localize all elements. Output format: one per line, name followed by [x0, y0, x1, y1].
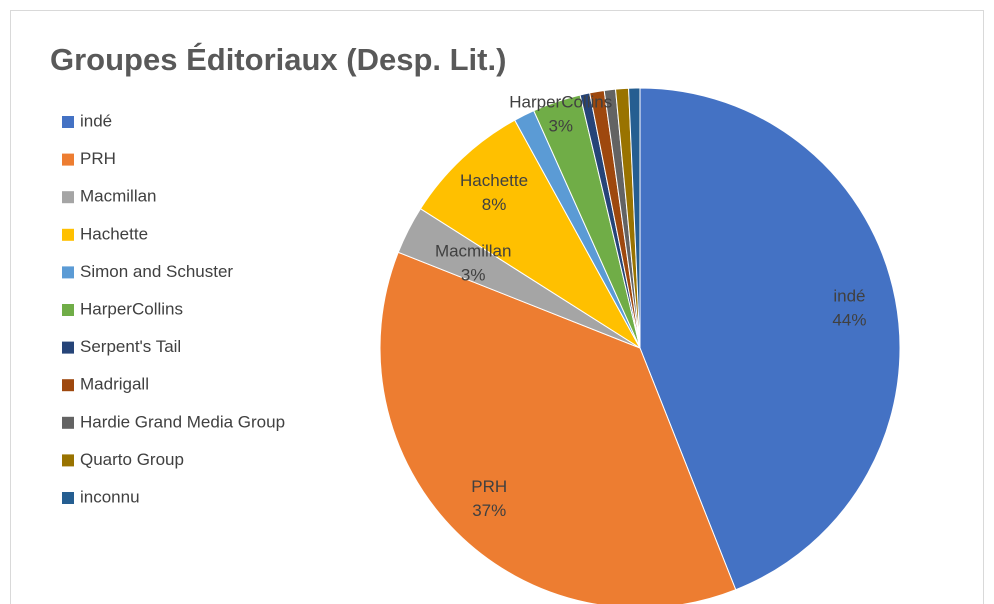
- data-label: 44%: [832, 311, 866, 330]
- legend-swatch: [62, 153, 74, 166]
- legend-label: inconnu: [80, 487, 140, 506]
- data-label: 3%: [461, 265, 486, 284]
- pie-slice: [379, 251, 737, 604]
- legend-label: Macmillan: [80, 187, 157, 206]
- legend-swatch: [62, 379, 74, 392]
- legend-label: Madrigall: [80, 375, 149, 394]
- legend-swatch: [62, 341, 74, 354]
- data-label-name: indé: [833, 287, 865, 306]
- data-label-name: PRH: [471, 477, 507, 496]
- data-label: 8%: [482, 195, 507, 214]
- legend-label: Quarto Group: [80, 450, 184, 469]
- legend-swatch: [62, 228, 74, 241]
- data-label-name: Macmillan: [435, 241, 512, 260]
- legend-swatch: [62, 266, 74, 279]
- data-label-name: HarperCollins: [509, 93, 612, 112]
- pie-slice: [628, 87, 641, 349]
- legend-swatch: [62, 492, 74, 504]
- data-label: 37%: [472, 501, 506, 520]
- data-label: 3%: [548, 117, 573, 136]
- legend-swatch: [62, 416, 74, 429]
- legend-label: Serpent's Tail: [80, 337, 181, 356]
- legend-swatch: [62, 304, 74, 316]
- legend-label: Hachette: [80, 224, 148, 243]
- legend-swatch: [62, 454, 74, 467]
- data-label-name: Hachette: [460, 171, 528, 190]
- pie-slice: [639, 87, 901, 591]
- pie-slice: [419, 119, 641, 349]
- legend-label: indé: [80, 111, 112, 130]
- chart-title: Groupes Éditoriaux (Desp. Lit.): [50, 42, 506, 77]
- legend-label: Hardie Grand Media Group: [80, 412, 285, 431]
- legend-label: PRH: [80, 149, 116, 168]
- legend-label: HarperCollins: [80, 299, 183, 318]
- legend-label: Simon and Schuster: [80, 262, 233, 281]
- legend-swatch: [62, 116, 74, 128]
- legend-swatch: [62, 191, 74, 204]
